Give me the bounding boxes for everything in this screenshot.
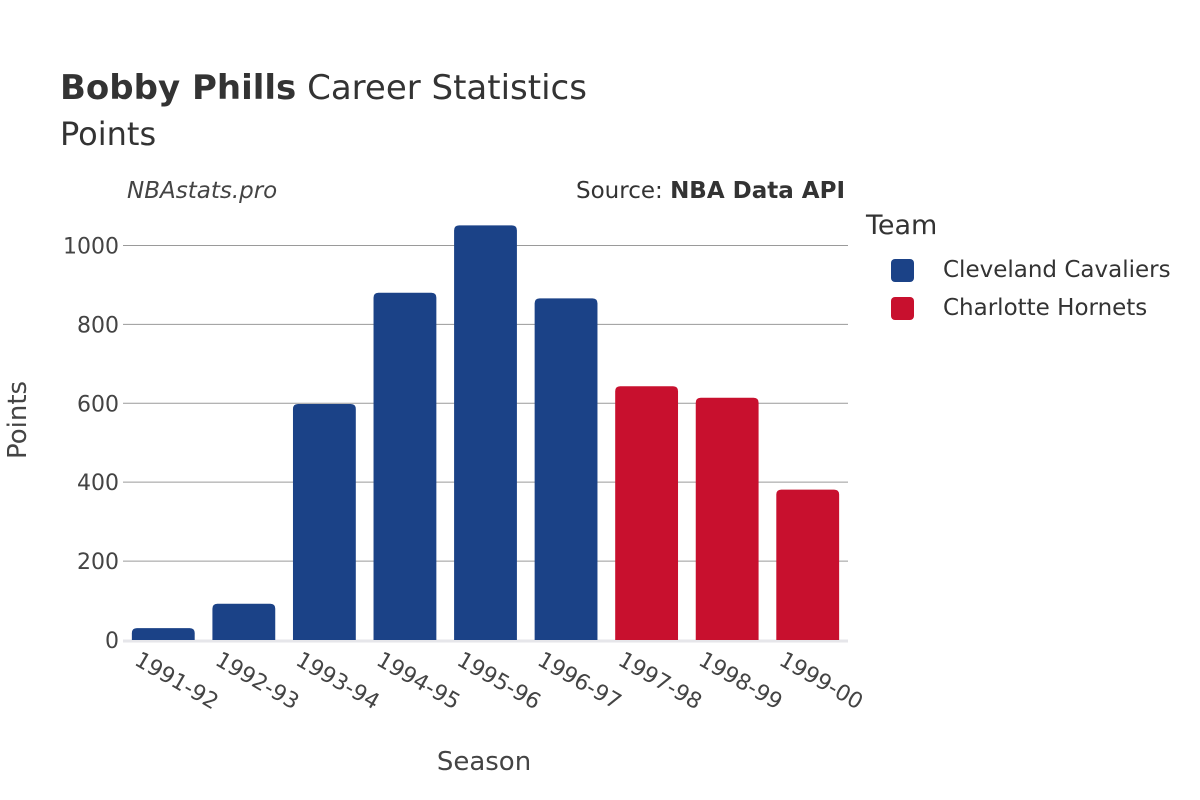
bar-1997-98[interactable] (615, 386, 679, 640)
x-tick-label: 1991-92 (130, 648, 222, 716)
bar-1996-97[interactable] (534, 298, 598, 640)
y-axis-title: Points (3, 381, 33, 459)
x-axis-ticks: 1991-921992-931993-941994-951995-961996-… (130, 648, 867, 716)
x-tick-label: 1992-93 (211, 648, 303, 716)
title-rest: Career Statistics (307, 68, 587, 108)
bar-1995-96[interactable] (454, 225, 517, 640)
chart-title: Bobby Phills Career Statistics (60, 68, 587, 108)
player-name: Bobby Phills (60, 68, 297, 108)
x-tick-label: 1994-95 (372, 648, 464, 716)
y-tick-label: 800 (77, 313, 119, 338)
x-tick-label: 1995-96 (453, 648, 545, 716)
bar-1994-95[interactable] (373, 292, 437, 640)
bar-1991-92[interactable] (131, 628, 195, 640)
legend: Team Cleveland Cavaliers Charlotte Horne… (866, 210, 1171, 327)
chart-subtitle: Points (60, 115, 157, 153)
y-axis-ticks: 0 200 400 600 800 1000 (63, 234, 119, 654)
x-axis-title: Season (437, 747, 531, 777)
legend-item-cleveland[interactable]: Cleveland Cavaliers (866, 251, 1171, 289)
legend-label-cleveland: Cleveland Cavaliers (943, 257, 1171, 283)
y-tick-label: 400 (77, 471, 119, 496)
y-tick-label: 1000 (63, 234, 119, 259)
bar-1993-94[interactable] (292, 404, 356, 640)
bar-1992-93[interactable] (212, 603, 276, 640)
x-tick-label: 1997-98 (614, 648, 706, 716)
legend-item-charlotte[interactable]: Charlotte Hornets (866, 289, 1171, 327)
y-tick-label: 200 (77, 550, 119, 575)
watermark: NBAstats.pro (127, 178, 278, 204)
y-tick-label: 600 (77, 392, 119, 417)
bar-1999-00[interactable] (776, 489, 840, 640)
legend-label-charlotte: Charlotte Hornets (943, 295, 1148, 321)
chart-title-block: Bobby Phills Career Statistics Points (60, 68, 587, 154)
legend-swatch-charlotte (891, 296, 914, 320)
x-tick-label: 1996-97 (533, 648, 625, 716)
source-name: NBA Data API (670, 178, 845, 204)
source-credit: Source: NBA Data API (540, 178, 845, 204)
source-prefix: Source: (576, 178, 671, 204)
x-tick-label: 1999-00 (775, 648, 867, 716)
legend-title: Team (866, 210, 938, 241)
bar-1998-99[interactable] (695, 397, 759, 640)
legend-swatch-cleveland (891, 258, 914, 282)
x-tick-label: 1998-99 (694, 648, 786, 716)
bars (131, 225, 840, 640)
x-tick-label: 1993-94 (291, 648, 383, 716)
y-tick-label: 0 (105, 629, 119, 654)
